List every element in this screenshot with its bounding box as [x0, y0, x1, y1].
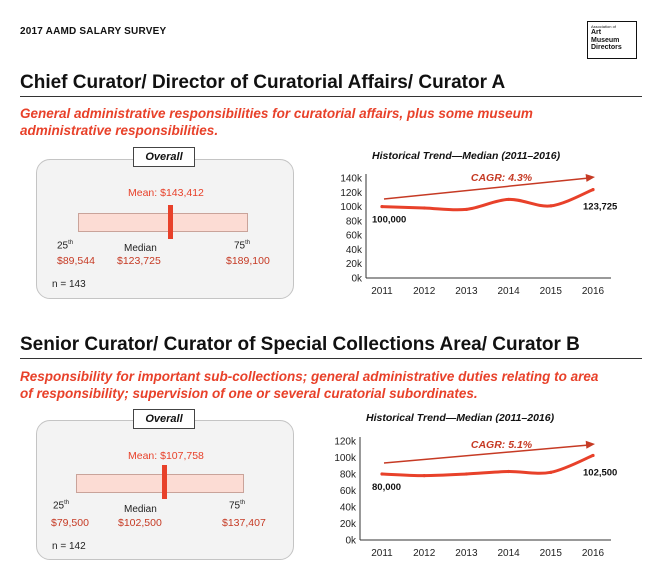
- y-tick-label: 80k: [346, 216, 363, 227]
- x-tick-label: 2016: [582, 286, 605, 297]
- logo-line-2: Art: [591, 29, 602, 36]
- survey-title: 2017 AAMD SALARY SURVEY: [20, 26, 167, 37]
- median-marker: [168, 205, 173, 239]
- p25-label: 25th: [53, 500, 70, 512]
- section-description: Responsibility for important sub-collect…: [20, 368, 650, 402]
- logo-line-3: Museum: [591, 36, 620, 44]
- data-point: [464, 472, 468, 476]
- y-tick-label: 20k: [346, 259, 363, 270]
- median-value: $123,725: [117, 255, 161, 267]
- start-value-label: 100,000: [372, 215, 406, 226]
- interquartile-range-bar: [78, 213, 248, 232]
- y-tick-label: 0k: [345, 536, 357, 547]
- cagr-arrow-head: [585, 440, 595, 449]
- aamd-logo: Association of Art Museum Directors: [587, 21, 637, 59]
- y-tick-label: 40k: [340, 503, 357, 514]
- cagr-label: CAGR: 4.3%: [471, 172, 533, 184]
- data-point: [380, 472, 384, 476]
- median-trend-line: [380, 188, 595, 212]
- y-tick-label: 20k: [340, 519, 357, 530]
- y-tick-label: 60k: [346, 231, 363, 242]
- median-label: Median: [124, 504, 157, 515]
- y-tick-label: 60k: [340, 486, 357, 497]
- section-divider: [20, 358, 642, 359]
- y-tick-label: 80k: [340, 470, 357, 481]
- data-point: [549, 204, 553, 208]
- start-value-label: 80,000: [372, 482, 401, 493]
- median-label: Median: [124, 243, 157, 254]
- section-description: General administrative responsibilities …: [20, 105, 650, 139]
- section-title-curator-a: Chief Curator/ Director of Curatorial Af…: [20, 72, 506, 93]
- overall-tab: Overall: [133, 409, 195, 429]
- data-point: [464, 207, 468, 212]
- data-point: [380, 204, 384, 209]
- cagr-arrow-line: [383, 444, 590, 464]
- p75-label: 75th: [234, 240, 251, 252]
- end-value-label: 123,725: [583, 202, 618, 213]
- p25-value: $89,544: [57, 255, 95, 267]
- data-point: [507, 469, 511, 474]
- median-value: $102,500: [118, 517, 162, 529]
- interquartile-range-bar: [76, 474, 244, 493]
- x-tick-label: 2016: [582, 548, 605, 559]
- chart-title: Historical Trend—Median (2011–2016): [366, 412, 555, 424]
- x-tick-label: 2014: [497, 286, 520, 297]
- y-tick-label: 40k: [346, 245, 363, 256]
- cagr-label: CAGR: 5.1%: [471, 439, 533, 451]
- x-tick-label: 2015: [540, 548, 563, 559]
- y-tick-label: 100k: [340, 202, 363, 213]
- y-tick-label: 120k: [334, 437, 357, 448]
- data-point: [422, 206, 426, 210]
- x-tick-label: 2013: [455, 286, 478, 297]
- median-trend-chart-a: 0k 20k 40k 60k 80k 100k 120k 140k 2011 2012 2013 20…: [340, 172, 618, 297]
- end-value-label: 102,500: [583, 467, 617, 478]
- p25-value: $79,500: [51, 517, 89, 529]
- data-point: [591, 453, 595, 458]
- data-point: [591, 188, 595, 192]
- description-line: of responsibility; supervision of one or…: [20, 386, 478, 401]
- section-title-curator-b: Senior Curator/ Curator of Special Colle…: [20, 334, 580, 355]
- overall-tab: Overall: [133, 147, 195, 167]
- cagr-arrow-head: [585, 174, 595, 182]
- y-tick-label: 0k: [351, 274, 363, 285]
- p75-value: $189,100: [226, 255, 270, 267]
- x-tick-label: 2013: [455, 548, 478, 559]
- data-point: [507, 197, 511, 202]
- x-tick-label: 2012: [413, 548, 436, 559]
- x-tick-label: 2015: [540, 286, 563, 297]
- sample-size-label: n = 143: [52, 279, 86, 290]
- chart-title: Historical Trend—Median (2011–2016): [372, 150, 561, 162]
- mean-label: Mean: $143,412: [128, 187, 204, 199]
- p75-value: $137,407: [222, 517, 266, 529]
- x-tick-label: 2011: [371, 548, 393, 559]
- p75-label: 75th: [229, 500, 246, 512]
- data-point: [549, 470, 553, 474]
- y-tick-label: 120k: [340, 188, 363, 199]
- median-trend-chart-b: 0k 20k 40k 60k 80k 100k 120k 2011 2012 2013 2014 20…: [334, 437, 617, 560]
- description-line: General administrative responsibilities …: [20, 106, 533, 121]
- x-tick-label: 2014: [497, 548, 520, 559]
- mean-label: Mean: $107,758: [128, 450, 204, 462]
- median-trend-line: [380, 453, 595, 478]
- y-tick-label: 140k: [340, 174, 363, 185]
- y-tick-label: 100k: [334, 453, 357, 464]
- logo-line-1: Association of: [591, 24, 616, 29]
- x-tick-label: 2012: [413, 286, 436, 297]
- p25-label: 25th: [57, 240, 74, 252]
- x-tick-label: 2011: [371, 286, 393, 297]
- logo-line-4: Directors: [591, 44, 622, 51]
- median-marker: [162, 465, 167, 499]
- section-divider: [20, 96, 642, 97]
- data-point: [422, 474, 426, 478]
- cagr-arrow-line: [383, 177, 590, 200]
- description-line: administrative responsibilities.: [20, 123, 219, 138]
- description-line: Responsibility for important sub-collect…: [20, 369, 599, 384]
- sample-size-label: n = 142: [52, 541, 86, 552]
